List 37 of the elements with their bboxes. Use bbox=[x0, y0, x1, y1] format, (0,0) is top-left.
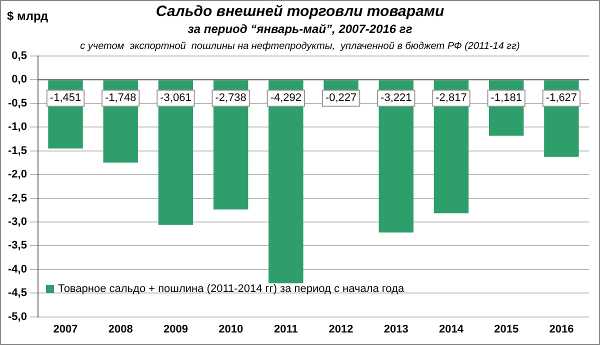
y-tick-label: -3,5 bbox=[8, 240, 27, 252]
x-tick-label: 2008 bbox=[108, 323, 133, 336]
data-label: -3,061 bbox=[160, 92, 192, 104]
y-tick-label: -5,0 bbox=[8, 310, 27, 323]
data-label: -0,227 bbox=[325, 92, 357, 104]
text: с учетом экспортной пошлины на нефтепродукты, уплаченной в бюджет РФ (2011-14 гг) bbox=[79, 41, 521, 52]
x-tick-label: 2014 bbox=[438, 323, 464, 336]
y-tick-label: 0,5 bbox=[12, 50, 27, 62]
x-tick-label: 2013 bbox=[384, 323, 408, 336]
y-tick-label: -2,5 bbox=[8, 192, 27, 204]
x-tick-label: 2010 bbox=[218, 323, 244, 336]
y-tick-label: -4,0 bbox=[8, 263, 27, 276]
data-label: -1,627 bbox=[546, 92, 578, 104]
x-tick-label: 2009 bbox=[163, 323, 188, 336]
data-label: -4,292 bbox=[270, 92, 302, 104]
data-label: -1,748 bbox=[105, 92, 136, 104]
y-axis-title: $ млрд bbox=[7, 9, 48, 23]
x-tick-label: 2015 bbox=[494, 323, 519, 336]
legend-label: Товарное сальдо + пошлина (2011-2014 гг) за период с начала года bbox=[58, 282, 404, 295]
data-label: -3,221 bbox=[380, 92, 412, 104]
x-tick-label: 2016 bbox=[549, 323, 574, 336]
y-tick-label: -1,5 bbox=[8, 144, 27, 157]
y-tick-label: -0,5 bbox=[8, 97, 27, 110]
x-tick-label: 2012 bbox=[328, 323, 354, 336]
y-tick-label: -3,0 bbox=[8, 216, 27, 228]
y-tick-label: -1,0 bbox=[8, 121, 27, 134]
data-label: -2,817 bbox=[436, 92, 467, 104]
data-label: -1,181 bbox=[490, 92, 522, 104]
x-tick-label: 2007 bbox=[53, 323, 78, 336]
chart-subtitle: за период “январь-май”, 2007-2016 гг bbox=[186, 22, 414, 36]
data-label: -2,738 bbox=[215, 92, 246, 104]
y-tick-label: -4,5 bbox=[8, 287, 27, 300]
y-tick-label: -2,0 bbox=[8, 168, 27, 181]
x-tick-label: 2011 bbox=[274, 323, 298, 336]
chart-title: Сальдо внешней торговли товарами bbox=[156, 3, 444, 20]
y-tick-label: 0,0 bbox=[12, 74, 27, 86]
data-label: -1,451 bbox=[50, 92, 82, 104]
